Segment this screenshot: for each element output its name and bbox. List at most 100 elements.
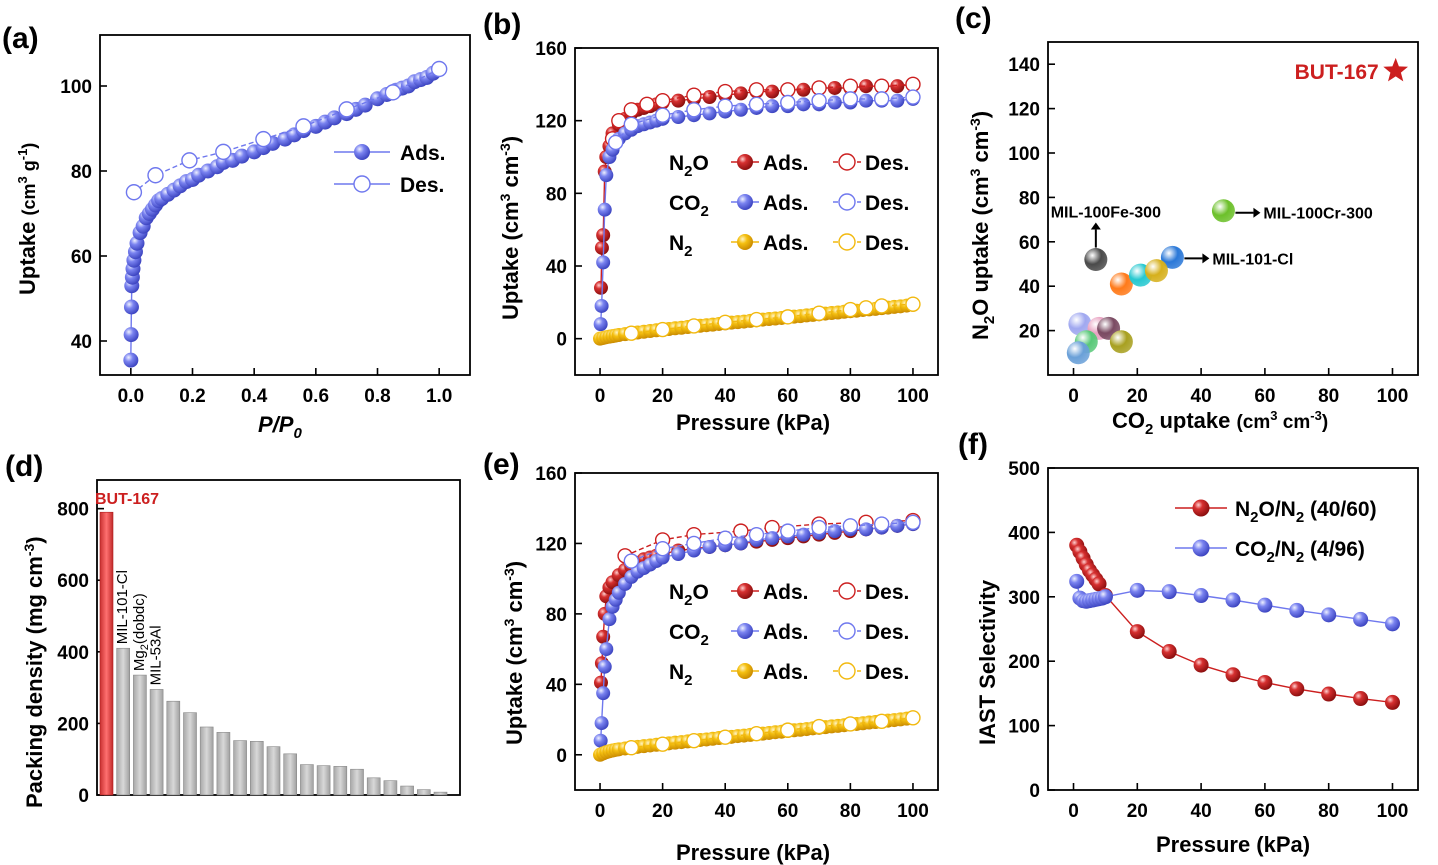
data-point bbox=[1109, 272, 1133, 296]
data-point-b bbox=[702, 90, 717, 105]
data-point-f bbox=[1321, 686, 1337, 702]
y-tick-label-e: 120 bbox=[535, 534, 567, 555]
data-point-open-b bbox=[748, 311, 765, 328]
y-tick-label-a: 40 bbox=[71, 332, 92, 353]
data-point-b bbox=[859, 79, 874, 94]
data-point-open-e bbox=[873, 516, 890, 532]
x-tick-label-e: 80 bbox=[840, 801, 861, 822]
legend-a: Ads. Des. bbox=[334, 142, 446, 197]
x-tick-label-f: 80 bbox=[1318, 801, 1339, 822]
y-tick-label-b: 160 bbox=[535, 39, 567, 60]
data-point-b bbox=[796, 97, 811, 112]
x-tick-label-e: 20 bbox=[652, 801, 673, 822]
x-tick-label-f: 60 bbox=[1254, 801, 1275, 822]
plot-frame-f bbox=[1047, 467, 1419, 791]
x-tick-label-e: 60 bbox=[777, 801, 798, 822]
legend-label: CO2/N2 (4/96) bbox=[1235, 538, 1365, 566]
data-point-open-b bbox=[842, 301, 859, 318]
legend-ads-label: Ads. bbox=[763, 192, 809, 215]
data-point-b bbox=[671, 93, 686, 108]
data-point-open-a bbox=[295, 118, 312, 135]
data-point-open-e bbox=[686, 732, 702, 749]
legend-marker-filled bbox=[737, 623, 753, 639]
y-tick-label-d: 0 bbox=[78, 786, 89, 807]
bar bbox=[166, 700, 181, 796]
axis-title-c-y: N2O uptake (cm3 cm-3) bbox=[967, 111, 998, 340]
bar bbox=[316, 765, 331, 796]
bar bbox=[350, 768, 364, 796]
data-point-open-a bbox=[181, 152, 198, 169]
bar bbox=[383, 780, 398, 796]
data-point-f bbox=[1097, 589, 1113, 605]
data-point-b bbox=[796, 82, 811, 97]
series-b bbox=[607, 89, 921, 151]
panel-label-f: (f) bbox=[958, 428, 988, 461]
y-tick-label-e: 40 bbox=[546, 675, 567, 696]
series-line-e bbox=[631, 717, 914, 749]
data-point-b bbox=[827, 95, 842, 110]
data-point-open-b bbox=[654, 321, 671, 338]
y-tick-label-c: 60 bbox=[1019, 233, 1040, 254]
axes-c: 0 20 40 60 80 100 20 40 60 80 100 120 140 BUT-167 MIL-… bbox=[1008, 41, 1419, 407]
data-point-star bbox=[1383, 57, 1408, 82]
data-point-open-b bbox=[639, 96, 655, 113]
data-point-f bbox=[1225, 592, 1241, 608]
data-point-open-e bbox=[905, 514, 921, 531]
data-point-open-a bbox=[255, 130, 272, 148]
data-point-f bbox=[1225, 667, 1241, 683]
data-point-b bbox=[593, 317, 608, 332]
legend-marker-open bbox=[838, 582, 856, 600]
data-point-b bbox=[890, 93, 905, 108]
bar bbox=[300, 764, 314, 796]
axis-title-b-x: Pressure (kPa) bbox=[676, 410, 830, 435]
axes-a: 0.0 0.2 0.4 0.6 0.8 1.0 40 60 80 100 bbox=[60, 34, 471, 407]
series-line-a bbox=[130, 68, 440, 361]
data-point-open-b bbox=[905, 89, 921, 105]
data-point-open-b bbox=[811, 92, 827, 109]
bar bbox=[433, 791, 448, 796]
legend-marker-filled bbox=[737, 234, 753, 250]
data-point-b bbox=[765, 99, 780, 114]
point-label: MIL-101-Cl bbox=[1212, 251, 1293, 268]
data-point-open-e bbox=[654, 736, 671, 752]
series-line-e bbox=[631, 521, 914, 562]
axis-title-f-y: IAST Selectivity bbox=[975, 579, 1000, 745]
axes-e: 0 20 40 60 80 100 0 40 80 120 160 bbox=[535, 464, 939, 822]
legend-marker-open bbox=[838, 193, 856, 211]
data-point-e bbox=[599, 642, 614, 657]
panel-label-b: (b) bbox=[483, 8, 521, 41]
legend-marker-open bbox=[838, 153, 856, 171]
legend-marker-open bbox=[353, 175, 371, 193]
data-point-b bbox=[594, 298, 609, 313]
x-tick-label-b: 20 bbox=[652, 386, 673, 407]
legend-marker-open bbox=[838, 622, 856, 640]
data-point-f bbox=[1161, 584, 1177, 600]
data-point-open-b bbox=[811, 305, 827, 321]
data-point-open-e bbox=[686, 535, 702, 552]
bar-annotation: MIL-53Al bbox=[148, 625, 165, 685]
axes-b: 0 20 40 60 80 100 0 40 80 120 160 bbox=[535, 39, 939, 407]
data-point-open-e bbox=[811, 718, 827, 735]
x-tick-label-b: 0 bbox=[595, 386, 606, 407]
data-point-open-b bbox=[873, 78, 890, 94]
data-point-b bbox=[597, 202, 612, 217]
data-point-open-b bbox=[717, 83, 733, 100]
data-point-open-e bbox=[905, 710, 921, 726]
point-label-but-167: BUT-167 bbox=[1295, 61, 1379, 84]
y-tick-label-e: 160 bbox=[535, 464, 567, 485]
plot-frame-e bbox=[574, 472, 939, 791]
bar bbox=[250, 741, 264, 796]
data-point-e bbox=[733, 536, 748, 551]
data-point-open-a bbox=[338, 101, 355, 118]
data-point-open-b bbox=[654, 107, 671, 123]
data-point-a bbox=[123, 352, 139, 368]
data-point-open-b bbox=[905, 76, 921, 93]
legend-e: N2O Ads. Des. CO2 Ads. Des. N2 Ads. Des. bbox=[669, 581, 909, 689]
data-point-b bbox=[596, 228, 611, 243]
data-point-open-b bbox=[623, 102, 640, 118]
legend-des-label: Des. bbox=[865, 152, 909, 175]
data-point-open-e bbox=[623, 553, 640, 569]
series-b bbox=[604, 76, 921, 147]
data-point-b bbox=[671, 110, 686, 125]
x-tick-label-b: 80 bbox=[840, 386, 861, 407]
